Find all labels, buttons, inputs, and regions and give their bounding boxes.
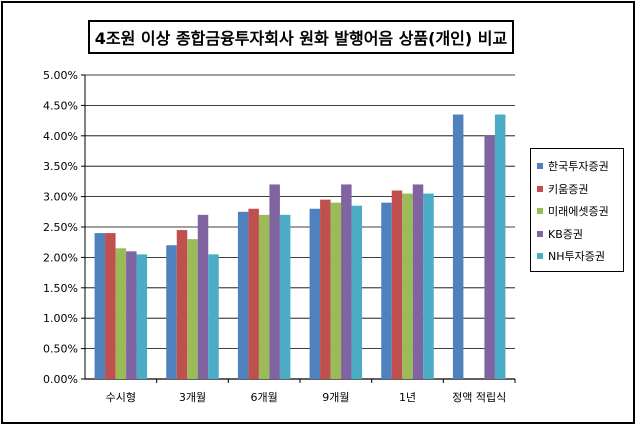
- bar: [309, 208, 321, 379]
- x-category-label: 6개월: [251, 391, 278, 404]
- legend-swatch: [537, 163, 543, 170]
- bar: [423, 193, 434, 379]
- bar: [494, 114, 506, 380]
- bar: [176, 230, 188, 379]
- bar: [381, 202, 392, 379]
- bar: [269, 184, 280, 379]
- y-axis-ticks: 0.00% 0.50% 1.00% 1.50% 2.00% 2.50% 3.00% 3.50%…: [43, 69, 78, 386]
- bar: [136, 254, 148, 379]
- bar: [237, 211, 249, 379]
- y-tick-label: 2.50%: [43, 221, 78, 234]
- y-tick-label: 1.50%: [43, 282, 78, 295]
- x-category-label: 9개월: [322, 391, 349, 404]
- bar: [258, 214, 270, 379]
- legend-swatch: [537, 230, 543, 237]
- bar: [341, 184, 352, 379]
- legend-swatch: [537, 208, 543, 215]
- bar: [391, 190, 403, 379]
- bar: [115, 248, 127, 379]
- x-category-label: 1년: [399, 391, 416, 404]
- legend-swatch: [537, 185, 543, 192]
- legend-item: KB증권: [537, 223, 623, 246]
- y-tick-label: 4.50%: [43, 99, 78, 112]
- y-tick-label: 0.50%: [43, 343, 78, 356]
- bar: [94, 233, 106, 379]
- y-tick-label: 1.00%: [43, 312, 78, 325]
- legend-label: NH투자증권: [548, 250, 605, 264]
- legend-swatch: [537, 253, 543, 260]
- legend-item: 키움증권: [537, 178, 623, 201]
- bar: [351, 205, 363, 379]
- legend-label: KB증권: [548, 227, 583, 241]
- chart-title: 4조원 이상 종합금융투자회사 원화 발행어음 상품(개인) 비교: [88, 20, 514, 54]
- y-tick-label: 0.00%: [43, 373, 78, 386]
- bar: [166, 245, 177, 379]
- bar: [187, 239, 198, 379]
- y-tick-label: 3.50%: [43, 160, 78, 173]
- bar: [248, 208, 259, 379]
- bar: [208, 254, 219, 379]
- y-tick-label: 3.00%: [43, 191, 78, 204]
- x-category-label: 정액 적립식: [452, 391, 506, 404]
- legend-item: 미래에셋증권: [537, 200, 623, 223]
- x-category-label: 3개월: [179, 391, 206, 404]
- bar: [197, 214, 209, 379]
- y-tick-label: 2.00%: [43, 251, 78, 264]
- y-tick-label: 4.00%: [43, 130, 78, 143]
- y-tick-label: 5.00%: [43, 69, 78, 82]
- bar: [279, 214, 291, 379]
- bar: [105, 233, 116, 379]
- bar: [452, 114, 464, 380]
- bar: [320, 199, 331, 379]
- legend-item: 한국투자증권: [537, 155, 623, 178]
- x-category-label: 수시형: [106, 391, 136, 404]
- legend-label: 한국투자증권: [548, 160, 609, 174]
- legend-label: 키움증권: [548, 182, 589, 196]
- bar: [402, 193, 413, 379]
- legend-label: 미래에셋증권: [548, 205, 609, 219]
- bar: [126, 251, 137, 379]
- legend-item: NH투자증권: [537, 245, 623, 268]
- bar: [330, 202, 342, 379]
- bar: [484, 135, 495, 379]
- bars: [94, 114, 506, 380]
- x-axis-categories: 수시형 3개월 6개월 9개월 1년 정액 적립식: [106, 379, 516, 404]
- bar: [412, 184, 424, 379]
